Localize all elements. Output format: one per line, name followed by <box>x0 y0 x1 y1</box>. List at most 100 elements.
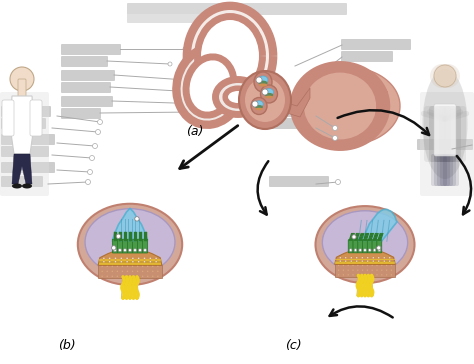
Ellipse shape <box>228 91 248 103</box>
Polygon shape <box>98 265 162 278</box>
Circle shape <box>391 269 392 271</box>
Circle shape <box>147 266 148 267</box>
Circle shape <box>137 257 140 259</box>
Circle shape <box>116 234 120 238</box>
Circle shape <box>107 266 108 267</box>
Circle shape <box>137 271 138 272</box>
FancyBboxPatch shape <box>439 106 461 162</box>
FancyBboxPatch shape <box>128 239 133 253</box>
Polygon shape <box>10 96 34 154</box>
Circle shape <box>357 265 358 266</box>
FancyBboxPatch shape <box>367 240 372 253</box>
Circle shape <box>101 266 103 267</box>
FancyBboxPatch shape <box>112 239 118 253</box>
Ellipse shape <box>251 98 267 115</box>
Circle shape <box>149 261 151 263</box>
Circle shape <box>137 276 138 277</box>
Circle shape <box>114 261 117 263</box>
Circle shape <box>339 257 341 259</box>
FancyBboxPatch shape <box>358 240 363 253</box>
Circle shape <box>135 217 139 221</box>
Ellipse shape <box>323 90 357 122</box>
Circle shape <box>144 257 146 259</box>
Polygon shape <box>12 154 32 184</box>
Circle shape <box>343 269 344 271</box>
Ellipse shape <box>219 83 257 111</box>
Circle shape <box>332 126 337 131</box>
Circle shape <box>378 260 380 262</box>
Circle shape <box>90 155 94 161</box>
Ellipse shape <box>258 76 268 84</box>
Circle shape <box>122 266 123 267</box>
FancyBboxPatch shape <box>61 44 121 55</box>
Ellipse shape <box>422 69 467 179</box>
Circle shape <box>367 257 369 259</box>
Circle shape <box>157 266 158 267</box>
Circle shape <box>386 269 387 271</box>
Circle shape <box>338 274 339 276</box>
Circle shape <box>118 249 121 252</box>
Circle shape <box>101 271 103 272</box>
Ellipse shape <box>258 80 267 86</box>
Polygon shape <box>298 66 400 146</box>
Circle shape <box>364 249 366 252</box>
FancyBboxPatch shape <box>341 39 411 50</box>
FancyBboxPatch shape <box>429 106 451 162</box>
Circle shape <box>124 249 127 252</box>
FancyBboxPatch shape <box>424 106 446 162</box>
Polygon shape <box>357 277 373 296</box>
Circle shape <box>367 260 369 262</box>
Circle shape <box>111 276 113 277</box>
Ellipse shape <box>259 83 267 87</box>
Ellipse shape <box>313 82 366 131</box>
Circle shape <box>352 235 356 239</box>
Circle shape <box>117 271 118 272</box>
Circle shape <box>152 271 154 272</box>
FancyBboxPatch shape <box>137 239 143 253</box>
Circle shape <box>144 249 146 252</box>
Circle shape <box>391 265 392 266</box>
Circle shape <box>107 271 108 272</box>
Circle shape <box>142 271 143 272</box>
Circle shape <box>262 89 268 95</box>
Circle shape <box>352 265 354 266</box>
FancyBboxPatch shape <box>61 82 111 93</box>
FancyBboxPatch shape <box>444 106 466 162</box>
Circle shape <box>103 261 105 263</box>
Circle shape <box>122 276 123 277</box>
Circle shape <box>347 265 349 266</box>
FancyArrowPatch shape <box>257 161 268 214</box>
FancyArrowPatch shape <box>180 126 238 169</box>
Circle shape <box>128 249 131 252</box>
FancyBboxPatch shape <box>1 146 49 157</box>
Ellipse shape <box>255 108 263 110</box>
Polygon shape <box>99 261 161 263</box>
FancyArrowPatch shape <box>329 306 392 317</box>
Circle shape <box>132 257 134 259</box>
Circle shape <box>10 67 34 91</box>
Circle shape <box>132 266 133 267</box>
Circle shape <box>378 249 381 252</box>
Circle shape <box>391 274 392 276</box>
Circle shape <box>147 276 148 277</box>
Circle shape <box>183 47 187 51</box>
Circle shape <box>114 257 117 259</box>
Circle shape <box>134 249 137 252</box>
Ellipse shape <box>190 60 230 112</box>
FancyBboxPatch shape <box>18 79 26 97</box>
FancyBboxPatch shape <box>372 240 377 253</box>
Polygon shape <box>277 88 310 117</box>
Ellipse shape <box>265 93 273 97</box>
Circle shape <box>386 265 387 266</box>
Circle shape <box>434 65 456 87</box>
Circle shape <box>373 249 376 252</box>
FancyBboxPatch shape <box>353 240 358 253</box>
FancyBboxPatch shape <box>440 154 456 186</box>
FancyBboxPatch shape <box>434 106 456 162</box>
FancyBboxPatch shape <box>2 100 14 136</box>
Polygon shape <box>335 259 395 260</box>
Circle shape <box>332 135 337 141</box>
FancyBboxPatch shape <box>1 162 55 173</box>
FancyBboxPatch shape <box>363 240 367 253</box>
Circle shape <box>98 119 102 124</box>
